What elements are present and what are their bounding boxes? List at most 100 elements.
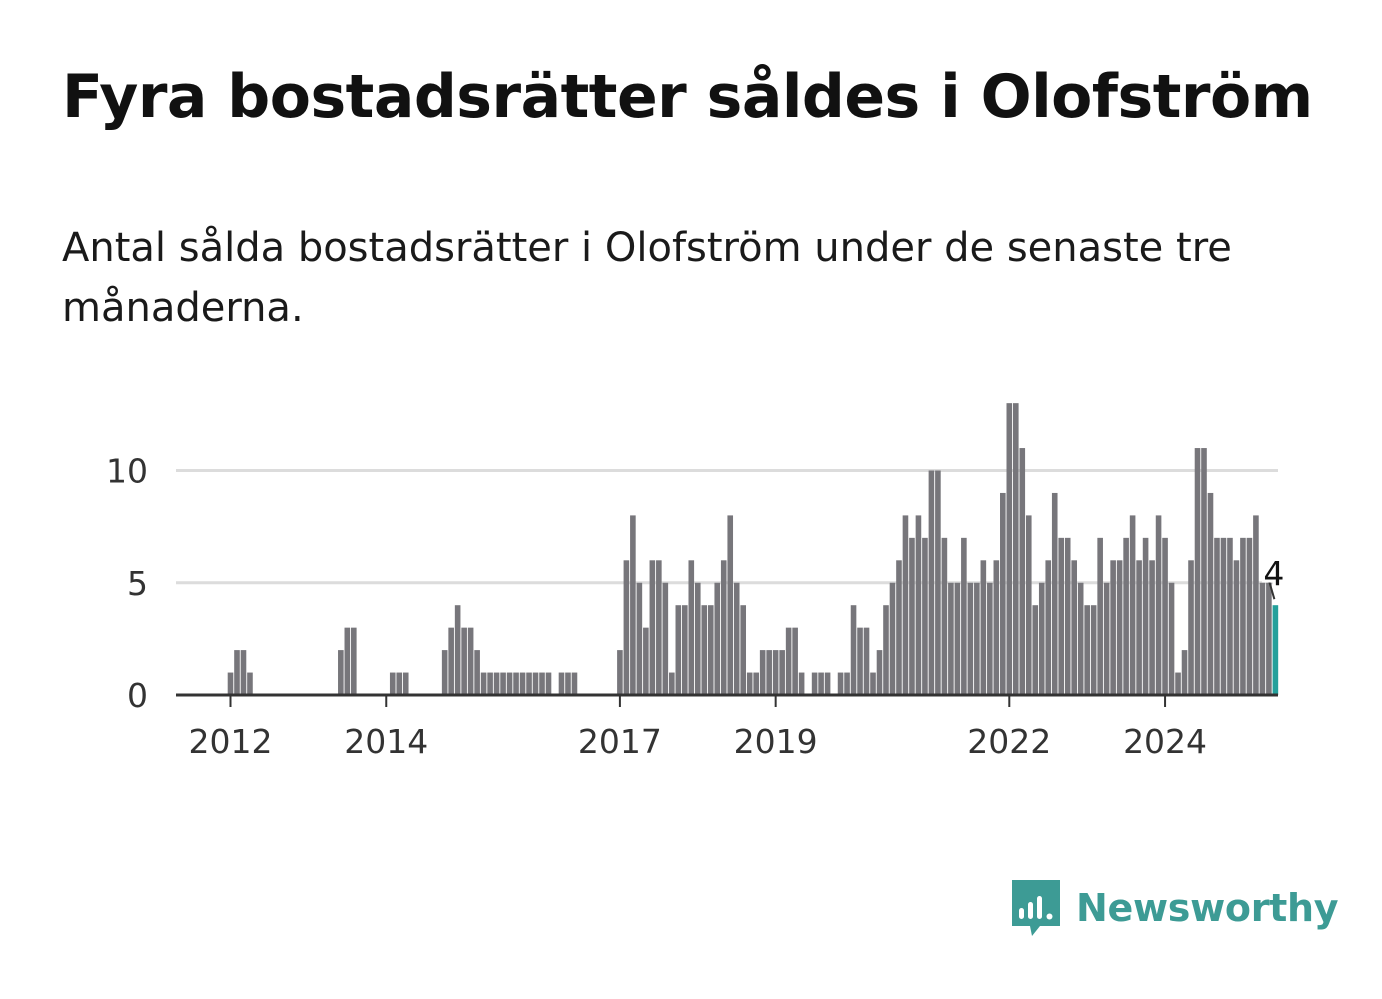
bar [915, 515, 922, 695]
bar [740, 605, 747, 695]
bar [247, 672, 253, 695]
bar [1025, 515, 1032, 695]
bar [1246, 537, 1253, 695]
highlight-annotation: 4 [1260, 551, 1287, 600]
bar [1259, 582, 1266, 695]
bar [662, 582, 669, 695]
bar [987, 582, 993, 695]
bar [1103, 582, 1110, 695]
bar [948, 582, 954, 695]
bar [532, 672, 539, 695]
bar [1201, 448, 1207, 695]
bar [1097, 537, 1103, 695]
bar [1084, 605, 1090, 695]
bar [1051, 492, 1058, 695]
bar [759, 650, 766, 695]
bar [1064, 537, 1071, 695]
bar [656, 560, 662, 695]
bar [467, 627, 474, 695]
bar [1012, 403, 1019, 695]
bar [1110, 560, 1116, 695]
bar [1045, 560, 1052, 695]
bar [669, 672, 675, 695]
bar [649, 560, 656, 695]
bar [1006, 403, 1013, 695]
bar [506, 672, 513, 695]
bar [539, 672, 545, 695]
bar-highlight [1272, 605, 1279, 695]
x-tick-label: 2019 [734, 722, 818, 761]
bar [682, 605, 688, 695]
bar [1175, 672, 1181, 695]
x-tick-label: 2024 [1123, 722, 1207, 761]
bar [474, 650, 480, 695]
bar [967, 582, 974, 695]
bar [1240, 537, 1246, 695]
bar [1019, 448, 1026, 695]
bar [675, 605, 682, 695]
bar [623, 560, 630, 695]
bar [889, 582, 896, 695]
bar [720, 560, 727, 695]
bar [746, 672, 753, 695]
bar [571, 672, 578, 695]
bar [733, 582, 740, 695]
bar [519, 672, 526, 695]
bar [961, 537, 967, 695]
bar [526, 672, 532, 695]
bar [630, 515, 636, 695]
x-tick-label: 2022 [967, 722, 1051, 761]
bar [954, 582, 961, 695]
bar [389, 672, 396, 695]
bar [792, 627, 798, 695]
y-tick-label: 10 [106, 452, 148, 491]
bar [1207, 492, 1214, 695]
bar [798, 672, 805, 695]
bar [1136, 560, 1142, 695]
bar [351, 627, 357, 695]
bar [338, 650, 344, 695]
bar [688, 560, 695, 695]
bar [779, 650, 785, 695]
bar [993, 560, 1000, 695]
bar [513, 672, 519, 695]
bar [448, 627, 454, 695]
bar [461, 627, 467, 695]
bar-chart: 0 5 10 2012 2014 2017 2019 2022 2024 4 [106, 403, 1287, 761]
bar [240, 650, 247, 695]
bar [493, 672, 500, 695]
bar [1142, 537, 1149, 695]
bar [772, 650, 779, 695]
bar [1116, 560, 1123, 695]
bar [480, 672, 487, 695]
bar [565, 672, 571, 695]
bar [1266, 582, 1272, 695]
bar [1090, 605, 1097, 695]
bar [545, 672, 552, 695]
bar [1155, 515, 1162, 695]
bar [1123, 537, 1129, 695]
bar [1077, 582, 1084, 695]
bar [487, 672, 493, 695]
x-axis-ticks: 2012 2014 2017 2019 2022 2024 [189, 695, 1207, 761]
bar [1038, 582, 1045, 695]
bar [636, 582, 643, 695]
bar [1220, 537, 1227, 695]
bar [850, 605, 857, 695]
bar [1000, 492, 1006, 695]
bar [922, 537, 928, 695]
bar [785, 627, 792, 695]
bar [1181, 650, 1188, 695]
bar [694, 582, 701, 695]
newsworthy-logo-icon [1012, 880, 1060, 936]
bar [837, 672, 844, 695]
x-tick-label: 2017 [578, 722, 662, 761]
gridlines [176, 469, 1278, 585]
bar [818, 672, 824, 695]
bar [766, 650, 772, 695]
bar [701, 605, 708, 695]
bar [1188, 560, 1194, 695]
bar [1162, 537, 1168, 695]
bar [974, 582, 980, 695]
bar [617, 650, 623, 695]
